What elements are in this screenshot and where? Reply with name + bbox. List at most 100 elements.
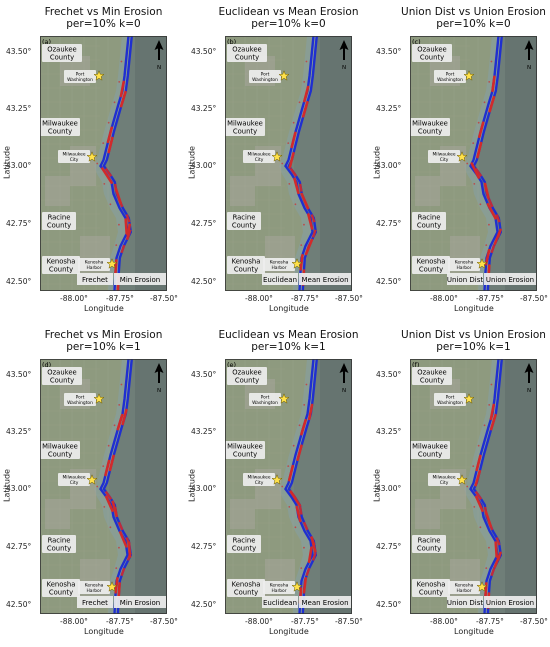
- city-star-icon: [106, 581, 118, 592]
- erosion-point: [300, 567, 303, 569]
- erosion-segment: [114, 187, 122, 205]
- county-label-line: Milwaukee: [42, 120, 78, 128]
- legend-erosion-box: [484, 596, 536, 608]
- county-label-box: [42, 535, 76, 553]
- city-label-line: Washington: [437, 77, 463, 83]
- county-label-line: County: [417, 545, 441, 553]
- county-label-box: [412, 44, 452, 62]
- city-label-box: [434, 393, 466, 406]
- erosion-segment: [311, 229, 317, 238]
- county-label-box: [227, 367, 267, 385]
- erosion-point: [298, 101, 301, 104]
- erosion-point: [305, 60, 308, 63]
- county-label-line: County: [420, 377, 444, 385]
- city-label-line: City: [70, 480, 79, 486]
- y-axis-label: Latitude: [372, 468, 382, 502]
- erosion-point: [120, 60, 123, 63]
- erosion-point: [488, 81, 491, 83]
- erosion-segment: [119, 80, 126, 98]
- erosion-point: [485, 567, 488, 569]
- y-tick-label: 42.50°: [376, 277, 402, 286]
- county-label-line: County: [233, 451, 257, 459]
- y-tick-label: 42.75°: [376, 542, 402, 551]
- erosion-segment: [108, 454, 115, 472]
- erosion-segment: [307, 213, 314, 230]
- y-tick-label: 43.00°: [191, 484, 217, 493]
- erosion-point: [477, 444, 480, 447]
- erosion-segment: [119, 531, 128, 548]
- city-star-icon: [271, 151, 283, 162]
- y-tick-label: 43.50°: [6, 370, 32, 379]
- county-label-box: [410, 118, 450, 136]
- map-image: N(e)OzaukeeCountyMilwaukeeCountyRacineCo…: [225, 359, 352, 614]
- panel-title-main: Union Dist vs Union Erosion: [401, 6, 546, 18]
- erosion-segment: [302, 521, 309, 531]
- map-image: N(d)OzaukeeCountyMilwaukeeCountyRacineCo…: [40, 359, 167, 614]
- y-axis-label: Latitude: [187, 145, 197, 179]
- erosion-segment: [101, 167, 113, 184]
- county-label-box: [42, 579, 80, 597]
- erosion-segment: [120, 244, 126, 254]
- city-star-icon: [476, 581, 488, 592]
- legend-erosion-box: [299, 596, 351, 608]
- x-tick-label: -87.75°: [476, 617, 504, 626]
- city-star-icon: [463, 393, 475, 404]
- erosion-segment: [111, 500, 118, 518]
- y-tick-label: 43.25°: [191, 427, 217, 436]
- erosion-point: [303, 223, 305, 226]
- x-tick-label: -88.00°: [245, 617, 273, 626]
- y-tick-label: 43.25°: [191, 104, 217, 113]
- panel-title-main: Euclidean vs Mean Erosion: [218, 329, 359, 341]
- x-axis-label: Longitude: [269, 304, 309, 313]
- county-label-box: [225, 441, 265, 459]
- county-label-line: Kenosha: [47, 258, 76, 266]
- y-axis-label: Latitude: [372, 145, 382, 179]
- county-label-line: County: [49, 266, 73, 274]
- county-label-box: [412, 579, 450, 597]
- erosion-segment: [310, 214, 316, 223]
- erosion-point: [466, 485, 469, 488]
- erosion-point: [107, 121, 110, 124]
- erosion-segment: [493, 551, 502, 569]
- north-label: N: [157, 65, 161, 71]
- x-axis-label: Longitude: [84, 304, 124, 313]
- urban-area: [45, 499, 70, 529]
- city-star-icon: [291, 258, 303, 269]
- county-label-line: Racine: [233, 214, 256, 222]
- y-tick-label: 42.75°: [6, 542, 32, 551]
- city-star-icon: [278, 70, 290, 81]
- county-label-line: County: [48, 128, 72, 136]
- county-label-line: Ozaukee: [232, 46, 261, 54]
- erosion-segment: [117, 521, 124, 531]
- erosion-segment: [491, 75, 496, 93]
- county-label-box: [42, 212, 76, 230]
- legend: Frechet Min Erosion: [77, 596, 166, 608]
- erosion-point: [102, 465, 105, 467]
- deep-water: [320, 359, 352, 614]
- county-label-line: County: [49, 589, 73, 597]
- erosion-segment: [303, 85, 310, 103]
- city-label-line: Kenosha: [270, 260, 289, 266]
- city-label-line: Milwaukee: [62, 475, 85, 481]
- erosion-segment: [307, 546, 313, 564]
- city-label-box: [249, 70, 281, 83]
- legend-erosion-box: [114, 273, 166, 285]
- city-label-line: Washington: [67, 400, 93, 406]
- county-label-line: Ozaukee: [417, 46, 446, 54]
- panel-subtitle: per=10% k=0: [66, 18, 141, 30]
- county-label-box: [227, 579, 265, 597]
- x-tick-label: -87.50°: [335, 294, 363, 303]
- shore-glow: [91, 36, 132, 291]
- city-label-line: Washington: [252, 77, 278, 83]
- city-label-box: [448, 258, 480, 271]
- north-arrow-icon: [339, 40, 349, 60]
- x-tick-label: -87.50°: [150, 617, 178, 626]
- county-label-line: County: [47, 222, 71, 230]
- county-label-line: Milwaukee: [42, 443, 78, 451]
- county-label-line: County: [232, 545, 256, 553]
